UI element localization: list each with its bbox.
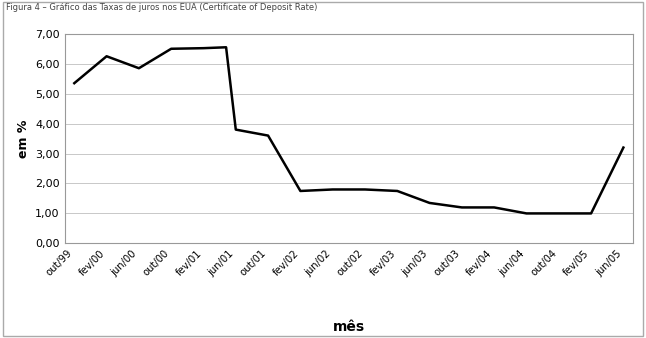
Taxa de Juros: [222, 45, 230, 49]
Taxa de Juros: [555, 211, 563, 215]
Taxa de Juros: [490, 206, 498, 210]
Taxa de Juros: [587, 211, 595, 215]
Taxa de Juros: [135, 66, 143, 70]
Taxa de Juros: [393, 189, 401, 193]
Taxa de Juros: [329, 188, 337, 192]
Taxa de Juros: [458, 206, 466, 210]
Taxa de Juros: [264, 134, 272, 138]
Line: Taxa de Juros: Taxa de Juros: [74, 47, 623, 213]
Text: Figura 4 – Gráfico das Taxas de juros nos EUA (Certificate of Deposit Rate): Figura 4 – Gráfico das Taxas de juros no…: [6, 3, 318, 13]
Taxa de Juros: [361, 188, 369, 192]
Taxa de Juros: [297, 189, 304, 193]
Y-axis label: em %: em %: [17, 119, 30, 158]
Taxa de Juros: [426, 201, 433, 205]
Taxa de Juros: [70, 81, 78, 85]
Taxa de Juros: [232, 127, 240, 131]
Taxa de Juros: [523, 211, 530, 215]
Taxa de Juros: [620, 146, 627, 150]
Taxa de Juros: [167, 47, 175, 51]
Taxa de Juros: [103, 54, 110, 58]
Taxa de Juros: [200, 46, 207, 50]
X-axis label: mês: mês: [333, 320, 365, 334]
